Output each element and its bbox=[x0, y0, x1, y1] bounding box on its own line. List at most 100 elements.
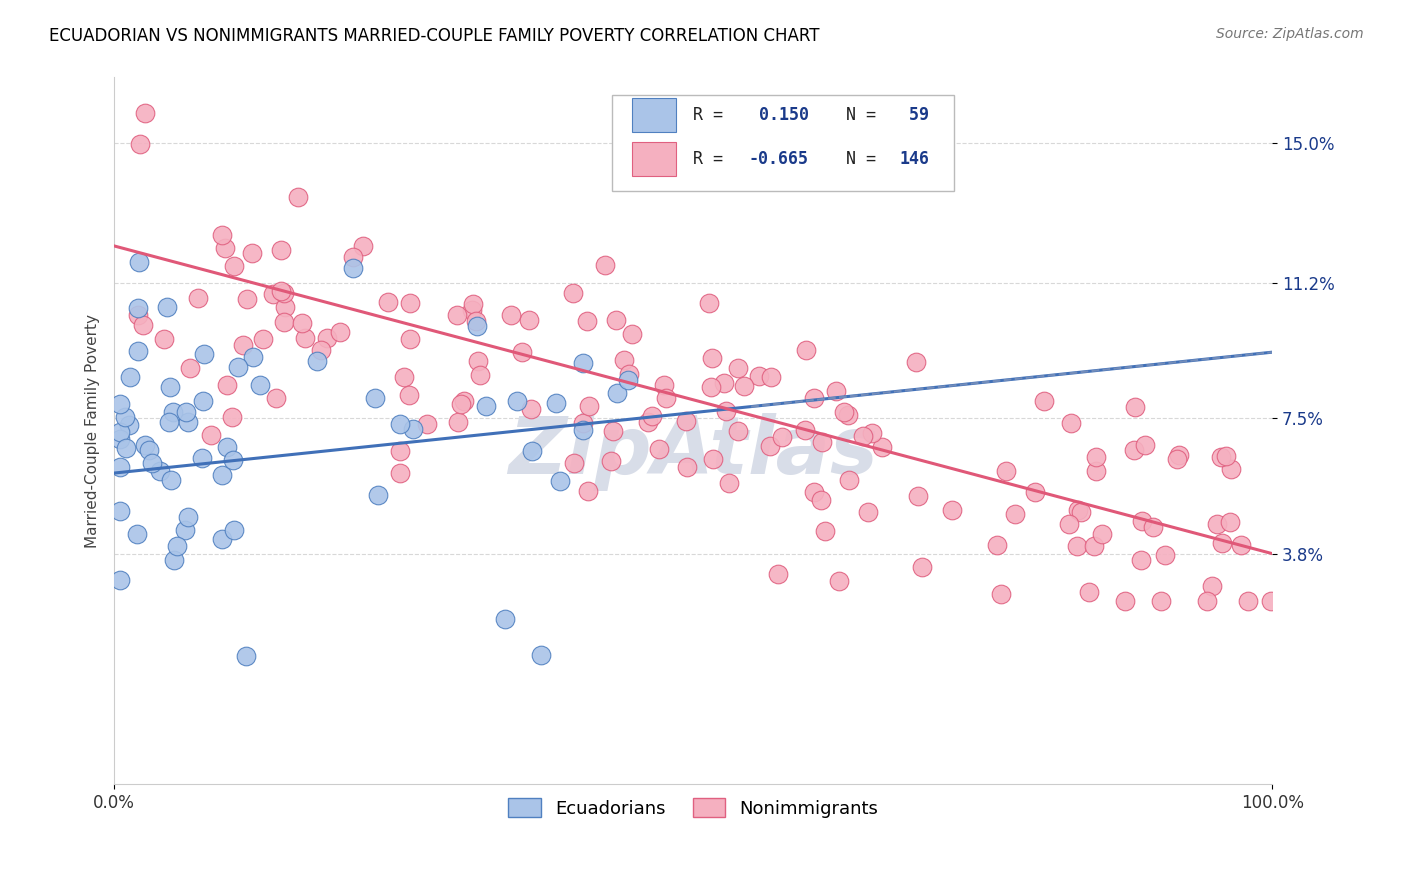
Point bbox=[505, 393, 527, 408]
Point bbox=[647, 442, 669, 457]
Point bbox=[617, 367, 640, 381]
Text: R =: R = bbox=[693, 151, 734, 169]
Point bbox=[572, 356, 595, 370]
Point bbox=[825, 384, 848, 398]
Point bbox=[134, 106, 156, 120]
Point bbox=[467, 318, 489, 333]
Point bbox=[810, 492, 832, 507]
Point bbox=[759, 439, 782, 453]
Point bbox=[700, 379, 723, 393]
Point bbox=[1085, 464, 1108, 478]
Point bbox=[174, 405, 197, 419]
Point bbox=[907, 489, 929, 503]
Point bbox=[1236, 594, 1258, 608]
Point bbox=[118, 418, 141, 433]
Text: 59: 59 bbox=[900, 106, 929, 124]
Point bbox=[224, 259, 246, 273]
Point bbox=[1114, 594, 1136, 608]
Point bbox=[1078, 585, 1101, 599]
Point bbox=[211, 228, 233, 243]
Text: N =: N = bbox=[827, 106, 886, 124]
Point bbox=[759, 370, 782, 384]
Text: 0.150: 0.150 bbox=[749, 106, 808, 124]
Point bbox=[1085, 450, 1108, 464]
Point bbox=[468, 368, 491, 382]
Point bbox=[108, 396, 131, 410]
Point bbox=[329, 325, 352, 339]
Point bbox=[273, 286, 295, 301]
Point bbox=[641, 409, 664, 423]
Point bbox=[1211, 535, 1233, 549]
Point bbox=[606, 386, 628, 401]
Point bbox=[211, 467, 233, 482]
Y-axis label: Married-Couple Family Poverty: Married-Couple Family Poverty bbox=[86, 314, 100, 548]
Point bbox=[794, 423, 817, 437]
Point bbox=[114, 441, 136, 455]
Point bbox=[837, 408, 859, 422]
Point bbox=[1168, 448, 1191, 462]
Point bbox=[352, 239, 374, 253]
Point bbox=[1066, 539, 1088, 553]
Point bbox=[118, 370, 141, 384]
Point bbox=[613, 353, 636, 368]
Point bbox=[733, 379, 755, 393]
Point bbox=[157, 415, 180, 429]
Text: -0.665: -0.665 bbox=[749, 151, 808, 169]
Point bbox=[193, 347, 215, 361]
Point bbox=[270, 243, 292, 257]
Point bbox=[548, 475, 571, 489]
Point bbox=[714, 404, 737, 418]
Point bbox=[718, 475, 741, 490]
Point bbox=[1123, 400, 1146, 414]
Point bbox=[572, 423, 595, 437]
Bar bbox=[631, 143, 676, 177]
Point bbox=[675, 459, 697, 474]
Point bbox=[252, 333, 274, 347]
Point bbox=[620, 327, 643, 342]
Point bbox=[562, 286, 585, 301]
Point bbox=[675, 414, 697, 428]
Point bbox=[1060, 416, 1083, 430]
Point bbox=[399, 332, 422, 346]
Point bbox=[389, 417, 412, 431]
Point bbox=[995, 464, 1018, 478]
Point bbox=[768, 567, 790, 582]
Point bbox=[702, 452, 724, 467]
Point bbox=[467, 354, 489, 368]
Point bbox=[221, 453, 243, 467]
Point bbox=[398, 388, 420, 402]
Point bbox=[108, 432, 131, 446]
Point bbox=[128, 255, 150, 269]
Point bbox=[399, 295, 422, 310]
FancyBboxPatch shape bbox=[612, 95, 953, 191]
Point bbox=[1206, 516, 1229, 531]
Point bbox=[214, 241, 236, 255]
Point bbox=[1083, 539, 1105, 553]
Point bbox=[474, 399, 496, 413]
Point bbox=[129, 136, 152, 151]
Point bbox=[1154, 548, 1177, 562]
Point bbox=[803, 392, 825, 406]
Point bbox=[1166, 452, 1188, 467]
Point bbox=[655, 391, 678, 405]
Point bbox=[461, 303, 484, 318]
Point bbox=[519, 312, 541, 326]
Point bbox=[576, 483, 599, 498]
Point bbox=[1057, 516, 1080, 531]
Point bbox=[159, 380, 181, 394]
Point bbox=[191, 394, 214, 409]
Point bbox=[447, 416, 470, 430]
Point bbox=[402, 422, 425, 436]
Point bbox=[700, 351, 723, 365]
Point bbox=[852, 429, 875, 443]
Point bbox=[249, 378, 271, 392]
Point bbox=[1219, 462, 1241, 476]
Point bbox=[727, 360, 749, 375]
Point bbox=[156, 300, 179, 314]
Point bbox=[520, 444, 543, 458]
Point bbox=[108, 460, 131, 475]
Point bbox=[1004, 508, 1026, 522]
Point bbox=[108, 504, 131, 518]
Text: R =: R = bbox=[693, 106, 734, 124]
Point bbox=[367, 488, 389, 502]
